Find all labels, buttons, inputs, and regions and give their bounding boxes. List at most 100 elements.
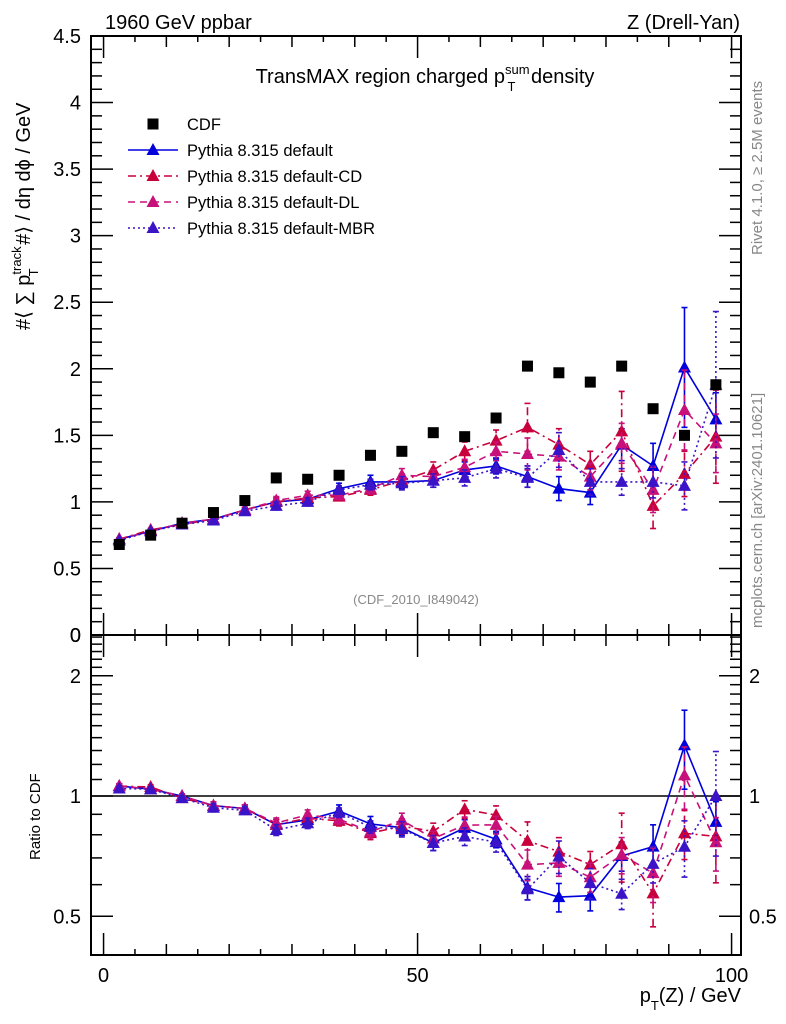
main-data-point bbox=[583, 485, 597, 498]
ratio-data-point bbox=[615, 886, 629, 899]
main-data-point bbox=[426, 462, 440, 475]
ratio-data-point bbox=[458, 802, 472, 815]
main-data-point bbox=[520, 446, 534, 459]
legend-label: Pythia 8.315 default-DL bbox=[187, 194, 359, 212]
ratio-series-line bbox=[119, 787, 717, 895]
x-axis-label: pT(Z) / GeV bbox=[640, 985, 742, 1013]
ylabel-post: #⟩ / dη dϕ / GeV bbox=[13, 102, 35, 251]
main-data-point bbox=[363, 477, 377, 490]
main-data-point bbox=[459, 431, 471, 443]
main-data-point bbox=[677, 360, 691, 373]
legend: CDF Pythia 8.315 default Pythia 8.315 defa… bbox=[128, 116, 375, 238]
ratio-series-pythia-8-315-default-mbr bbox=[112, 750, 723, 911]
ratio-y-tick-label-right: 2 bbox=[749, 666, 760, 688]
ratio-data-point bbox=[520, 833, 534, 846]
ratio-data-point bbox=[709, 835, 723, 848]
legend-label: Pythia 8.315 default-MBR bbox=[187, 220, 375, 238]
main-data-point bbox=[616, 360, 628, 372]
main-data-point bbox=[678, 429, 690, 441]
plot-title: TransMAX region charged psum T density bbox=[256, 62, 595, 94]
main-y-tick-label: 0.5 bbox=[53, 558, 81, 580]
main-data-point bbox=[301, 494, 315, 507]
ratio-data-point bbox=[552, 849, 566, 862]
xlabel-pre: p bbox=[640, 985, 651, 1007]
main-series-pythia-8-315-default-dl bbox=[112, 369, 723, 545]
title-post: density bbox=[525, 66, 594, 88]
ratio-data-point bbox=[615, 847, 629, 860]
main-data-point bbox=[364, 449, 376, 461]
ratio-data-point bbox=[583, 888, 597, 901]
ratio-data-point bbox=[646, 839, 660, 852]
main-data-point bbox=[396, 445, 408, 457]
analysis-annotation: (CDF_2010_I849042) bbox=[353, 592, 479, 607]
main-data-point bbox=[615, 424, 629, 437]
legend-item: Pythia 8.315 default-MBR bbox=[128, 220, 375, 238]
legend-label: Pythia 8.315 default bbox=[187, 142, 333, 160]
main-data-point bbox=[520, 420, 534, 433]
main-data-point bbox=[521, 360, 533, 372]
ratio-data-point bbox=[709, 789, 723, 802]
main-y-tick-label: 4 bbox=[70, 93, 81, 115]
ratio-y-tick-label: 2 bbox=[70, 666, 81, 688]
ratio-data-point bbox=[175, 791, 189, 804]
mcplots-label: mcplots.cern.ch [arXiv:2401.10621] bbox=[749, 393, 766, 628]
main-data-point bbox=[395, 468, 409, 481]
main-y-tick-label: 1 bbox=[70, 492, 81, 514]
main-data-point bbox=[615, 474, 629, 487]
ratio-data-point bbox=[426, 835, 440, 848]
ylabel-sup: track bbox=[9, 246, 24, 275]
title-sup: sum bbox=[505, 62, 530, 77]
ylabel-sub: T bbox=[26, 268, 41, 276]
ratio-series-line bbox=[119, 773, 717, 879]
main-data-point bbox=[489, 444, 503, 457]
ratio-y-label: Ratio to CDF bbox=[27, 773, 44, 860]
ratio-data-point bbox=[301, 816, 315, 829]
legend-marker bbox=[146, 221, 160, 233]
main-data-point bbox=[646, 498, 660, 511]
legend-item: Pythia 8.315 default-DL bbox=[128, 194, 359, 212]
ratio-data-point bbox=[552, 890, 566, 903]
main-data-point bbox=[677, 478, 691, 491]
main-data-point bbox=[113, 538, 125, 550]
ratio-data-point bbox=[363, 819, 377, 832]
ratio-data-point bbox=[677, 738, 691, 751]
ratio-data-point bbox=[583, 876, 597, 889]
main-y-tick-label: 3 bbox=[70, 226, 81, 248]
main-data-point bbox=[301, 488, 315, 501]
legend-item: Pythia 8.315 default-CD bbox=[128, 168, 362, 186]
legend-item: Pythia 8.315 default bbox=[128, 142, 333, 160]
ratio-data-point bbox=[206, 800, 220, 813]
ratio-data-point bbox=[520, 882, 534, 895]
main-data-point bbox=[206, 513, 220, 526]
main-data-point bbox=[427, 427, 439, 439]
main-y-tick-label: 2 bbox=[70, 359, 81, 381]
main-data-point bbox=[489, 433, 503, 446]
main-y-tick-label: 2.5 bbox=[53, 292, 81, 314]
main-series-line bbox=[119, 384, 717, 542]
main-y-tick-label-zero: 0 bbox=[70, 625, 81, 647]
main-data-point bbox=[458, 460, 472, 473]
main-series-pythia-8-315-default-mbr bbox=[112, 310, 723, 546]
ratio-y-tick-label: 1 bbox=[70, 786, 81, 808]
main-data-point bbox=[646, 482, 660, 495]
legend-label: Pythia 8.315 default-CD bbox=[187, 168, 362, 186]
ylabel-pre: #⟨ ∑ p bbox=[13, 275, 35, 330]
main-data-point bbox=[458, 470, 472, 483]
legend-marker bbox=[146, 169, 160, 181]
ratio-data-point bbox=[646, 886, 660, 899]
ratio-data-point bbox=[677, 839, 691, 852]
ratio-plot-frame bbox=[90, 634, 742, 956]
xlabel-sub: T bbox=[651, 998, 659, 1013]
main-data-point bbox=[332, 482, 346, 495]
legend-label: CDF bbox=[187, 116, 221, 134]
header-left: 1960 GeV ppbar bbox=[105, 12, 252, 34]
ratio-data-point bbox=[395, 822, 409, 835]
ratio-data-point bbox=[238, 803, 252, 816]
main-y-tick-label: 1.5 bbox=[53, 425, 81, 447]
rivet-label: Rivet 4.1.0, ≥ 2.5M events bbox=[749, 81, 766, 255]
main-y-label: #⟨ ∑ ptrack T #⟩ / dη dϕ / GeV bbox=[9, 102, 41, 330]
ratio-data-point bbox=[458, 829, 472, 842]
ratio-data-point bbox=[426, 824, 440, 837]
main-series-line bbox=[119, 426, 717, 540]
